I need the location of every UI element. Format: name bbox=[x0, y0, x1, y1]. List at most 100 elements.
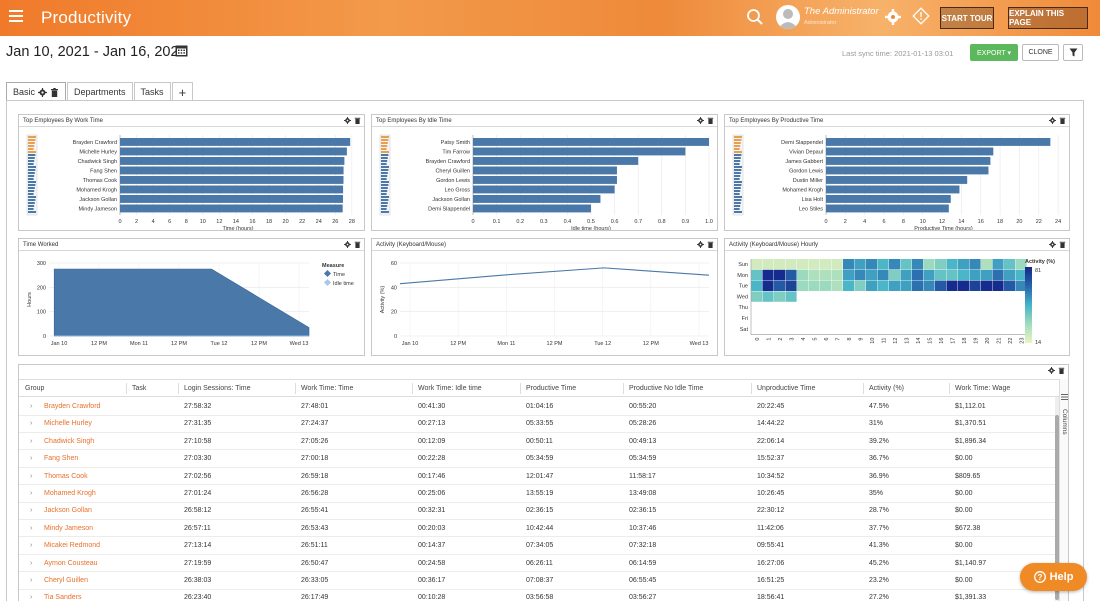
column-header[interactable]: Group bbox=[25, 385, 45, 392]
expand-chevron-icon[interactable]: › bbox=[30, 524, 33, 532]
overview-bar bbox=[381, 175, 388, 177]
employee-link[interactable]: Brayden Crawford bbox=[44, 403, 101, 410]
avatar[interactable] bbox=[776, 5, 800, 29]
column-separator[interactable] bbox=[520, 383, 521, 394]
heatmap-cell bbox=[774, 269, 786, 281]
trash-icon[interactable] bbox=[1059, 117, 1066, 124]
expand-chevron-icon[interactable]: › bbox=[30, 437, 33, 445]
start-tour-button[interactable]: START TOUR bbox=[940, 7, 994, 29]
column-header[interactable]: Activity (%) bbox=[869, 385, 904, 392]
employee-link[interactable]: Chadwick Singh bbox=[44, 437, 95, 445]
gear-icon[interactable] bbox=[697, 241, 704, 248]
expand-chevron-icon[interactable]: › bbox=[30, 559, 33, 567]
table-row[interactable]: › Mohamed Krogh 27:01:24 26:56:28 00:25:06 13… bbox=[19, 485, 1059, 503]
column-header[interactable]: Productive Time bbox=[526, 385, 577, 392]
trash-icon[interactable] bbox=[707, 241, 714, 248]
gear-icon[interactable] bbox=[697, 117, 704, 124]
date-range[interactable]: Jan 10, 2021 - Jan 16, 2021 bbox=[6, 44, 187, 60]
trash-icon[interactable] bbox=[1058, 367, 1065, 374]
trash-icon[interactable] bbox=[354, 241, 361, 248]
table-row[interactable]: › Thomas Cook 27:02:56 26:59:18 00:17:46 12:0… bbox=[19, 468, 1059, 486]
gear-icon[interactable] bbox=[344, 241, 351, 248]
columns-panel[interactable]: Columns bbox=[1059, 379, 1068, 601]
heatmap-cell bbox=[854, 259, 866, 270]
column-header[interactable]: Login Sessions: Time bbox=[184, 385, 251, 392]
gear-icon[interactable] bbox=[1048, 367, 1055, 374]
gear-icon[interactable] bbox=[38, 87, 48, 97]
expand-chevron-icon[interactable]: › bbox=[30, 455, 33, 463]
gear-icon[interactable] bbox=[884, 8, 902, 26]
clone-button[interactable]: CLONE bbox=[1022, 44, 1059, 61]
table-row[interactable]: › Tia Sanders 26:23:40 26:17:49 00:10:28 03:5… bbox=[19, 589, 1059, 601]
column-header[interactable]: Unproductive Time bbox=[757, 385, 816, 392]
user-name[interactable]: The Administrator bbox=[804, 6, 879, 17]
expand-chevron-icon[interactable]: › bbox=[30, 577, 33, 584]
table-row[interactable]: › Chadwick Singh 27:10:58 27:05:26 00:12:09 0… bbox=[19, 433, 1059, 451]
gear-icon[interactable] bbox=[1049, 117, 1056, 124]
tab-tasks[interactable]: Tasks bbox=[133, 82, 171, 101]
column-header[interactable]: Work Time: Time bbox=[301, 385, 354, 392]
search-icon[interactable] bbox=[746, 8, 764, 26]
table-row[interactable]: › Mindy Jameson 26:57:11 26:53:43 00:20:03 10… bbox=[19, 520, 1059, 538]
column-header[interactable]: Productive No Idle Time bbox=[629, 385, 704, 392]
column-header[interactable]: Work Time: Wage bbox=[955, 385, 1011, 392]
employee-link[interactable]: Mohamed Krogh bbox=[44, 490, 96, 497]
alert-icon[interactable] bbox=[912, 7, 930, 25]
column-separator[interactable] bbox=[863, 383, 864, 394]
expand-chevron-icon[interactable]: › bbox=[30, 403, 33, 410]
gear-icon[interactable] bbox=[344, 117, 351, 124]
trash-icon[interactable] bbox=[1059, 241, 1066, 248]
column-separator[interactable] bbox=[412, 383, 413, 394]
expand-chevron-icon[interactable]: › bbox=[30, 420, 33, 428]
column-separator[interactable] bbox=[751, 383, 752, 394]
employee-link[interactable]: Thomas Cook bbox=[44, 472, 88, 480]
explain-page-button[interactable]: EXPLAIN THIS PAGE bbox=[1008, 7, 1088, 29]
table-row[interactable]: › Cheryl Guillen 26:38:03 26:33:05 00:36:17 0… bbox=[19, 572, 1059, 590]
expand-chevron-icon[interactable]: › bbox=[30, 594, 33, 601]
trash-icon[interactable] bbox=[707, 117, 714, 124]
tab-basic[interactable]: Basic bbox=[6, 82, 67, 101]
employee-link[interactable]: Aymon Cousteau bbox=[44, 559, 98, 567]
column-separator[interactable] bbox=[295, 383, 296, 394]
column-separator[interactable] bbox=[949, 383, 950, 394]
employee-link[interactable]: Cheryl Guillen bbox=[44, 577, 88, 584]
column-separator[interactable] bbox=[126, 383, 127, 394]
employee-link[interactable]: Tia Sanders bbox=[44, 594, 82, 601]
filter-button[interactable] bbox=[1063, 44, 1083, 61]
table-row[interactable]: › Jackson Gollan 26:58:12 26:55:41 00:32:31 0… bbox=[19, 502, 1059, 520]
employee-link[interactable]: Micakei Redmond bbox=[44, 542, 101, 550]
expand-chevron-icon[interactable]: › bbox=[30, 472, 33, 480]
tab-departments[interactable]: Departments bbox=[67, 82, 133, 101]
column-header[interactable]: Task bbox=[132, 385, 147, 392]
employee-link[interactable]: Mindy Jameson bbox=[44, 524, 94, 532]
column-header[interactable]: Work Time: Idle time bbox=[418, 385, 482, 392]
gear-icon[interactable] bbox=[1049, 241, 1056, 248]
column-separator[interactable] bbox=[623, 383, 624, 394]
help-button[interactable]: ? Help bbox=[1020, 563, 1087, 591]
overview-bar bbox=[734, 151, 742, 153]
row-label: Wed bbox=[737, 294, 748, 300]
heatmap-cell bbox=[992, 259, 1004, 270]
scrollbar-thumb[interactable] bbox=[1055, 415, 1059, 600]
employee-link[interactable]: Fang Shen bbox=[44, 455, 79, 463]
table-row[interactable]: › Fang Shen 27:03:30 27:00:18 00:22:28 05:34:… bbox=[19, 450, 1059, 468]
trash-icon[interactable] bbox=[50, 87, 59, 97]
export-button[interactable]: EXPORT ▾ bbox=[970, 44, 1018, 61]
calendar-icon[interactable] bbox=[175, 44, 188, 57]
x-tick-label: 18 bbox=[997, 219, 1003, 225]
table-row[interactable]: › Aymon Cousteau 27:19:59 26:50:47 00:24:58 0… bbox=[19, 555, 1059, 573]
employee-link[interactable]: Jackson Gollan bbox=[44, 507, 92, 515]
employee-link[interactable]: Michelle Hurley bbox=[44, 420, 92, 428]
table-row[interactable]: › Brayden Crawford 27:58:32 27:48:01 00:41:3… bbox=[19, 398, 1059, 416]
table-row[interactable]: › Micakei Redmond 27:13:14 26:51:11 00:14:37… bbox=[19, 537, 1059, 555]
expand-chevron-icon[interactable]: › bbox=[30, 507, 33, 515]
vertical-scrollbar[interactable] bbox=[1055, 397, 1059, 601]
column-separator[interactable] bbox=[178, 383, 179, 394]
expand-chevron-icon[interactable]: › bbox=[30, 542, 33, 550]
widget-work-time: Top Employees By Work Time 0 2 4 6 8 10 12 14 16… bbox=[18, 114, 365, 231]
trash-icon[interactable] bbox=[354, 117, 361, 124]
add-tab-button[interactable]: + bbox=[171, 82, 194, 101]
menu-icon[interactable] bbox=[9, 10, 23, 22]
table-row[interactable]: › Michelle Hurley 27:31:35 27:24:37 00:27:13… bbox=[19, 415, 1059, 433]
expand-chevron-icon[interactable]: › bbox=[30, 490, 33, 497]
